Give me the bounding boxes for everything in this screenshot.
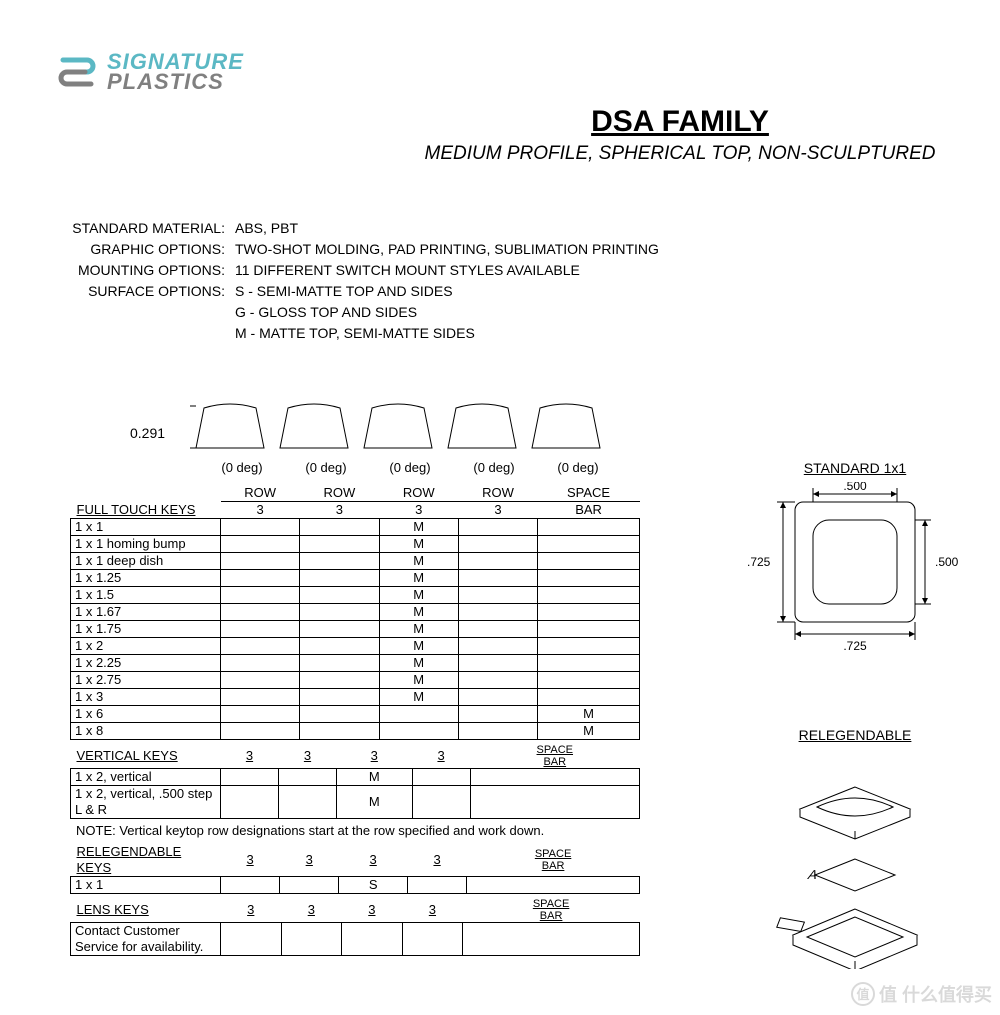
- table-row: 1 x 1M: [71, 519, 640, 536]
- spec-label: [65, 304, 235, 320]
- logo-text: SIGNATURE PLASTICS: [107, 52, 244, 92]
- degree-label: (0 deg): [200, 460, 284, 475]
- degree-label: (0 deg): [452, 460, 536, 475]
- degree-label: (0 deg): [536, 460, 620, 475]
- spec-row: MOUNTING OPTIONS:11 DIFFERENT SWITCH MOU…: [65, 262, 659, 278]
- relegendable-keys-table: RELEGENDABLE KEYS3333SPACEBAR1 x 1S: [70, 844, 640, 894]
- table-row: 1 x 1S: [71, 877, 640, 894]
- profile-degree-labels: (0 deg)(0 deg)(0 deg)(0 deg)(0 deg): [200, 460, 620, 475]
- spec-row: G - GLOSS TOP AND SIDES: [65, 304, 659, 320]
- logo: SIGNATURE PLASTICS: [55, 50, 244, 94]
- spec-row: M - MATTE TOP, SEMI-MATTE SIDES: [65, 325, 659, 341]
- spec-row: STANDARD MATERIAL:ABS, PBT: [65, 220, 659, 236]
- keycap-profile-diagram: [190, 400, 630, 455]
- degree-label: (0 deg): [368, 460, 452, 475]
- dim-bottom: .725: [843, 639, 867, 653]
- table-row: 1 x 2M: [71, 638, 640, 655]
- dim-left: .725: [747, 555, 771, 569]
- spec-value: G - GLOSS TOP AND SIDES: [235, 304, 417, 320]
- dim-top: .500: [843, 482, 867, 493]
- spec-value: 11 DIFFERENT SWITCH MOUNT STYLES AVAILAB…: [235, 262, 580, 278]
- spec-row: GRAPHIC OPTIONS:TWO-SHOT MOLDING, PAD PR…: [65, 241, 659, 257]
- watermark: 值 值 什么值得买: [851, 981, 992, 1007]
- table-row: 1 x 2, verticalM: [71, 769, 640, 786]
- table-row: 1 x 1.5M: [71, 587, 640, 604]
- spec-label: [65, 325, 235, 341]
- table-row: Contact Customer Service for availabilit…: [71, 923, 640, 956]
- spec-value: ABS, PBT: [235, 220, 298, 236]
- spec-label: STANDARD MATERIAL:: [65, 220, 235, 236]
- standard-diagram-title: STANDARD 1x1: [740, 460, 970, 476]
- table-row: 1 x 6M: [71, 706, 640, 723]
- degree-label: (0 deg): [284, 460, 368, 475]
- vertical-keys-table: VERTICAL KEYS3333SPACEBAR1 x 2, vertical…: [70, 744, 640, 819]
- standard-1x1-diagram: .500 .500 .725 .725: [740, 482, 970, 662]
- spec-label: GRAPHIC OPTIONS:: [65, 241, 235, 257]
- spec-label: SURFACE OPTIONS:: [65, 283, 235, 299]
- spec-label: MOUNTING OPTIONS:: [65, 262, 235, 278]
- table-row: 1 x 1 homing bumpM: [71, 536, 640, 553]
- full-touch-table: FULL TOUCH KEYSROWROWROWROWSPACE3333BAR1…: [70, 485, 640, 740]
- page-title: DSA FAMILY: [400, 105, 960, 139]
- title-block: DSA FAMILY MEDIUM PROFILE, SPHERICAL TOP…: [400, 105, 960, 165]
- page-subtitle: MEDIUM PROFILE, SPHERICAL TOP, NON-SCULP…: [400, 143, 960, 165]
- table-row: 1 x 8M: [71, 723, 640, 740]
- tables-region: FULL TOUCH KEYSROWROWROWROWSPACE3333BAR1…: [70, 485, 640, 960]
- table-row: 1 x 2.75M: [71, 672, 640, 689]
- relegendable-diagram-title: RELEGENDABLE: [740, 727, 970, 743]
- spec-value: TWO-SHOT MOLDING, PAD PRINTING, SUBLIMAT…: [235, 241, 659, 257]
- vertical-note: NOTE: Vertical keytop row designations s…: [70, 823, 640, 838]
- svg-text:值: 值: [856, 987, 869, 1002]
- table-row: 1 x 2, vertical, .500 step L & RM: [71, 786, 640, 819]
- watermark-text: 值 什么值得买: [879, 981, 992, 1007]
- table-row: 1 x 3M: [71, 689, 640, 706]
- logo-mark-icon: [55, 50, 99, 94]
- lens-keys-table: LENS KEYS3333SPACEBARContact Customer Se…: [70, 898, 640, 956]
- relegendable-diagram: A: [740, 749, 970, 969]
- spec-value: S - SEMI-MATTE TOP AND SIDES: [235, 283, 453, 299]
- right-diagrams: STANDARD 1x1 .500 .500 .725: [740, 460, 970, 974]
- watermark-icon: 值: [851, 982, 875, 1006]
- specifications: STANDARD MATERIAL:ABS, PBTGRAPHIC OPTION…: [65, 220, 659, 346]
- table-row: 1 x 2.25M: [71, 655, 640, 672]
- table-row: 1 x 1.75M: [71, 621, 640, 638]
- table-row: 1 x 1.25M: [71, 570, 640, 587]
- table-row: 1 x 1 deep dishM: [71, 553, 640, 570]
- table-row: 1 x 1.67M: [71, 604, 640, 621]
- spec-row: SURFACE OPTIONS:S - SEMI-MATTE TOP AND S…: [65, 283, 659, 299]
- profile-height-dim: 0.291: [130, 425, 165, 441]
- dim-right: .500: [935, 555, 959, 569]
- spec-value: M - MATTE TOP, SEMI-MATTE SIDES: [235, 325, 475, 341]
- logo-line2: PLASTICS: [107, 72, 244, 92]
